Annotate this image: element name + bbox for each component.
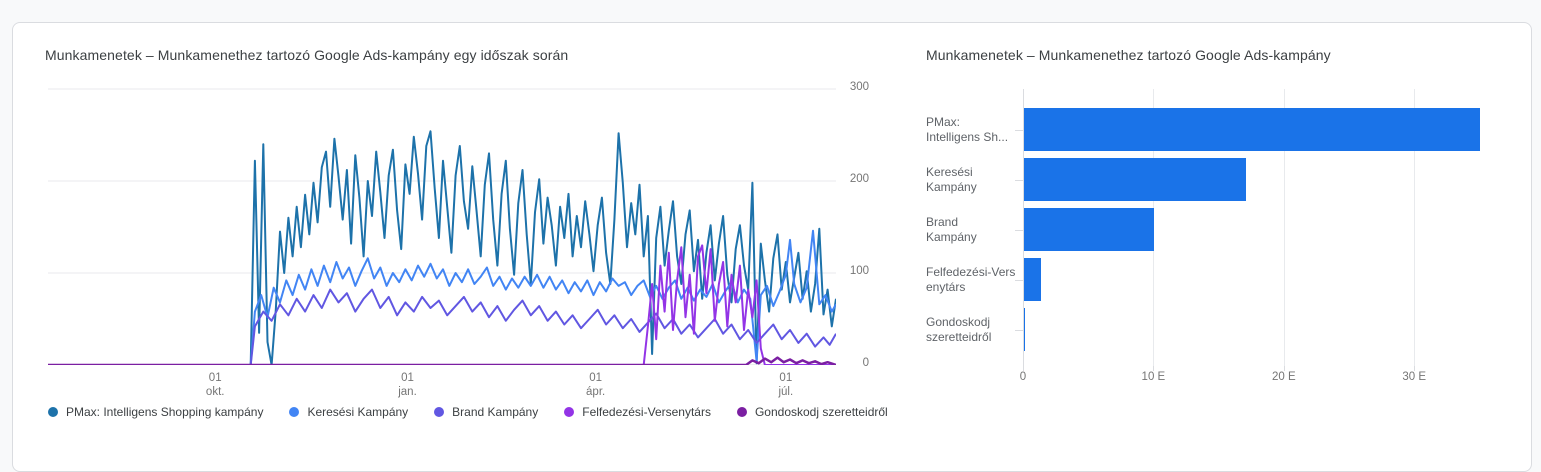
legend-item-3: Felfedezési-Versenytárs — [564, 405, 711, 419]
bar-chart-title: Munkamenetek – Munkamenethez tartozó Goo… — [926, 45, 1331, 65]
legend-dot-icon — [737, 407, 747, 417]
y-tick-label: 200 — [833, 173, 869, 185]
line-series-4[interactable] — [48, 358, 836, 365]
bar-x-tick-label: 10 E — [1142, 371, 1166, 383]
bar-chart-x-axis: 0 10 E 20 E 30 E — [1023, 371, 1541, 387]
legend-label: PMax: Intelligens Shopping kampány — [66, 405, 263, 419]
category-tick — [1015, 180, 1023, 181]
category-tick — [1015, 230, 1023, 231]
bar-chart-plot[interactable] — [1023, 89, 1525, 366]
legend-dot-icon — [289, 407, 299, 417]
legend-item-2: Brand Kampány — [434, 405, 538, 419]
legend-dot-icon — [48, 407, 58, 417]
line-chart-title: Munkamenetek – Munkamenethez tartozó Goo… — [45, 45, 568, 65]
legend-label: Gondoskodj szeretteidről — [755, 405, 888, 419]
bar-x-tick-label: 20 E — [1272, 371, 1296, 383]
legend-item-4: Gondoskodj szeretteidről — [737, 405, 888, 419]
bar-x-tick-label: 0 — [1020, 371, 1026, 383]
legend-label: Keresési Kampány — [307, 405, 408, 419]
legend-label: Felfedezési-Versenytárs — [582, 405, 711, 419]
y-tick-label: 0 — [833, 357, 869, 369]
legend-item-1: Keresési Kampány — [289, 405, 408, 419]
category-tick — [1015, 130, 1023, 131]
bar-x-tick-label: 30 E — [1402, 371, 1426, 383]
legend-item-0: PMax: Intelligens Shopping kampány — [48, 405, 263, 419]
bar-2[interactable] — [1024, 208, 1154, 251]
y-tick-label: 100 — [833, 265, 869, 277]
y-tick-label: 300 — [833, 81, 869, 93]
bar-category-label-0: PMax:Intelligens Sh... — [926, 108, 1024, 151]
bar-1[interactable] — [1024, 158, 1246, 201]
category-tick — [1015, 330, 1023, 331]
line-chart-plot[interactable] — [48, 87, 836, 365]
legend-dot-icon — [564, 407, 574, 417]
category-tick — [1015, 280, 1023, 281]
dashboard-card: Munkamenetek – Munkamenethez tartozó Goo… — [12, 22, 1532, 472]
line-series-0[interactable] — [48, 131, 836, 365]
bar-3[interactable] — [1024, 258, 1041, 301]
legend-dot-icon — [434, 407, 444, 417]
legend-label: Brand Kampány — [452, 405, 538, 419]
bar-0[interactable] — [1024, 108, 1480, 151]
line-chart-legend: PMax: Intelligens Shopping kampány Keresé… — [48, 405, 888, 419]
